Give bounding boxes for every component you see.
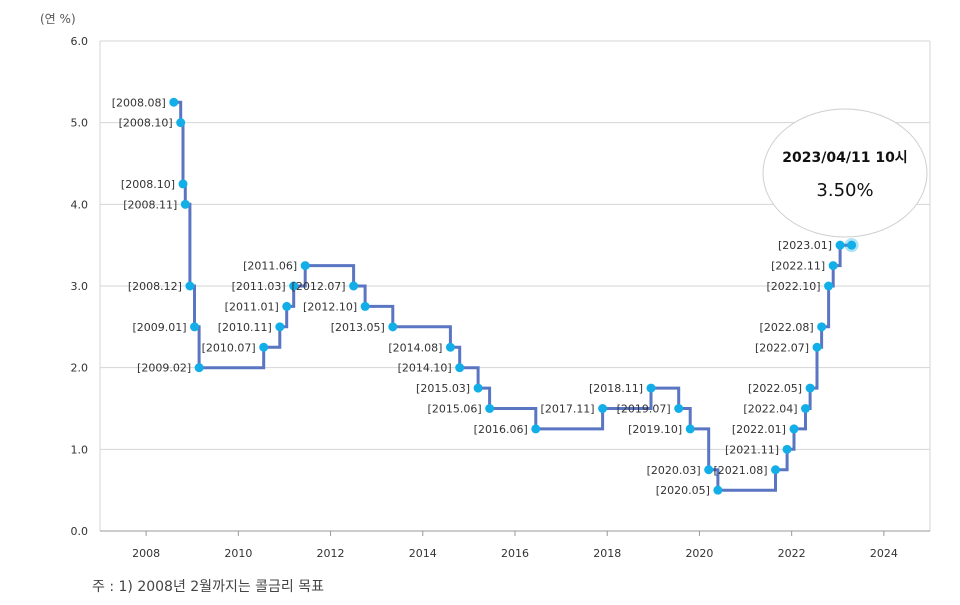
data-point-label: [2015.03] (416, 382, 470, 395)
data-point-label: [2011.03] (232, 280, 286, 293)
x-tick-label: 2014 (409, 547, 437, 560)
data-point-label: [2008.10] (119, 117, 173, 130)
data-point-marker[interactable] (646, 383, 656, 393)
x-tick-label: 2010 (224, 547, 252, 560)
data-point-marker[interactable] (190, 322, 200, 332)
y-tick-label: 4.0 (71, 198, 89, 211)
y-tick-label: 5.0 (71, 117, 89, 130)
x-tick-label: 2022 (778, 547, 806, 560)
x-tick-label: 2018 (593, 547, 621, 560)
data-point-label: [2015.06] (428, 403, 482, 416)
data-point-label: [2021.08] (713, 464, 767, 477)
data-point-label: [2014.10] (398, 362, 452, 375)
data-point-label: [2014.08] (388, 341, 442, 354)
data-point-marker[interactable] (445, 342, 455, 352)
data-point-marker[interactable] (805, 383, 815, 393)
data-point-label: [2008.12] (128, 280, 182, 293)
data-point-label: [2013.05] (331, 321, 385, 334)
data-point-marker[interactable] (169, 97, 179, 107)
y-axis-unit-label: (연 %) (40, 12, 76, 26)
data-point-marker[interactable] (176, 118, 186, 128)
tooltip-date: 2023/04/11 10시 (782, 150, 907, 166)
data-point-label: [2011.06] (243, 260, 297, 273)
data-point-marker[interactable] (275, 322, 285, 332)
data-point-label: [2009.02] (137, 362, 191, 375)
data-point-marker[interactable] (771, 465, 781, 475)
footnote: 주 : 1) 2008년 2월까지는 콜금리 목표 (92, 579, 325, 595)
data-point-marker[interactable] (455, 363, 465, 373)
x-tick-label: 2016 (501, 547, 529, 560)
tooltip-bubble (762, 108, 928, 238)
data-point-label: [2008.10] (121, 178, 175, 191)
data-point-label: [2022.01] (732, 423, 786, 436)
data-point-marker[interactable] (282, 301, 292, 311)
data-point-label: [2017.11] (541, 403, 595, 416)
data-point-marker[interactable] (349, 281, 359, 291)
y-tick-label: 1.0 (71, 443, 89, 456)
x-tick-label: 2012 (317, 547, 345, 560)
data-point-label: [2022.05] (748, 382, 802, 395)
data-point-marker[interactable] (178, 179, 188, 189)
data-point-label: [2022.10] (766, 280, 820, 293)
x-tick-label: 2008 (132, 547, 160, 560)
data-point-label: [2023.01] (778, 239, 832, 252)
data-point-marker[interactable] (685, 424, 695, 434)
data-point-label: [2022.11] (771, 260, 825, 273)
data-point-label: [2021.11] (725, 443, 779, 456)
data-point-label: [2010.11] (218, 321, 272, 334)
data-point-label: [2011.01] (225, 300, 279, 313)
data-point-label: [2019.07] (617, 403, 671, 416)
data-point-label: [2012.10] (303, 300, 357, 313)
data-point-marker[interactable] (485, 404, 495, 413)
data-point-marker[interactable] (782, 444, 792, 454)
data-point-label: [2010.07] (202, 341, 256, 354)
data-point-marker[interactable] (180, 199, 190, 209)
data-point-marker[interactable] (300, 261, 310, 271)
y-tick-label: 3.0 (71, 280, 89, 293)
data-point-marker[interactable] (824, 281, 834, 291)
data-point-label: [2020.03] (647, 464, 701, 477)
rate-step-line (173, 100, 852, 492)
data-point-label: [2009.01] (132, 321, 186, 334)
data-point-marker[interactable] (674, 404, 684, 413)
data-point-label: [2022.04] (743, 403, 797, 416)
data-point-marker[interactable] (835, 240, 845, 250)
data-point-marker[interactable] (194, 363, 204, 373)
data-point-marker[interactable] (812, 342, 822, 352)
data-point-label: [2008.08] (112, 96, 166, 109)
data-point-label: [2016.06] (474, 423, 528, 436)
data-point-marker[interactable] (259, 342, 269, 352)
x-tick-label: 2024 (870, 547, 898, 560)
data-point-marker[interactable] (704, 465, 714, 475)
data-point-marker[interactable] (828, 261, 838, 271)
y-tick-label: 0.0 (71, 525, 89, 538)
y-tick-label: 6.0 (71, 35, 89, 48)
data-point-label: [2012.07] (292, 280, 346, 293)
latest-point-marker[interactable] (847, 240, 857, 250)
data-point-marker[interactable] (289, 281, 299, 291)
data-point-label: [2022.08] (760, 321, 814, 334)
data-point-marker[interactable] (713, 485, 723, 495)
data-point-marker[interactable] (185, 281, 195, 291)
data-point-label: [2008.11] (123, 198, 177, 211)
data-point-label: [2020.05] (656, 484, 710, 497)
data-point-marker[interactable] (789, 424, 799, 434)
data-point-marker[interactable] (360, 301, 370, 311)
data-point-marker[interactable] (473, 383, 483, 393)
data-point-marker[interactable] (801, 404, 810, 413)
data-point-marker[interactable] (531, 424, 541, 434)
data-point-marker[interactable] (598, 404, 608, 413)
y-tick-label: 2.0 (71, 362, 89, 375)
data-point-marker[interactable] (817, 322, 827, 332)
data-point-label: [2019.10] (628, 423, 682, 436)
data-point-label: [2022.07] (755, 341, 809, 354)
data-point-label: [2018.11] (589, 382, 643, 395)
tooltip-value: 3.50% (816, 180, 873, 201)
x-tick-label: 2020 (685, 547, 713, 560)
data-point-marker[interactable] (388, 322, 398, 332)
